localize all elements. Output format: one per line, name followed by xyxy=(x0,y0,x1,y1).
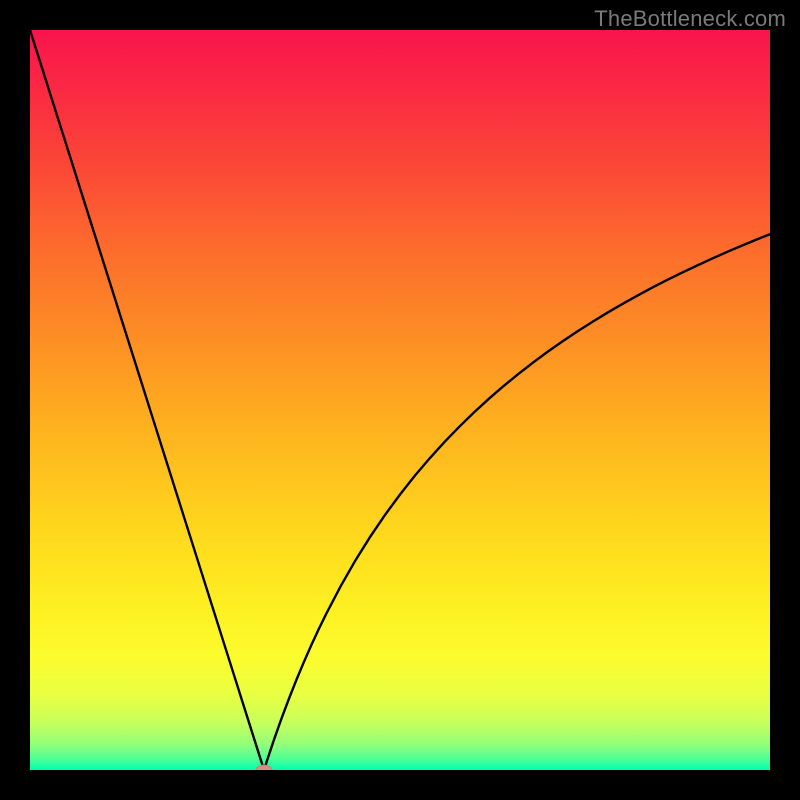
watermark-text: TheBottleneck.com xyxy=(594,6,786,32)
chart-svg xyxy=(0,0,800,800)
chart-frame: TheBottleneck.com xyxy=(0,0,800,800)
plot-gradient-background xyxy=(30,30,770,770)
